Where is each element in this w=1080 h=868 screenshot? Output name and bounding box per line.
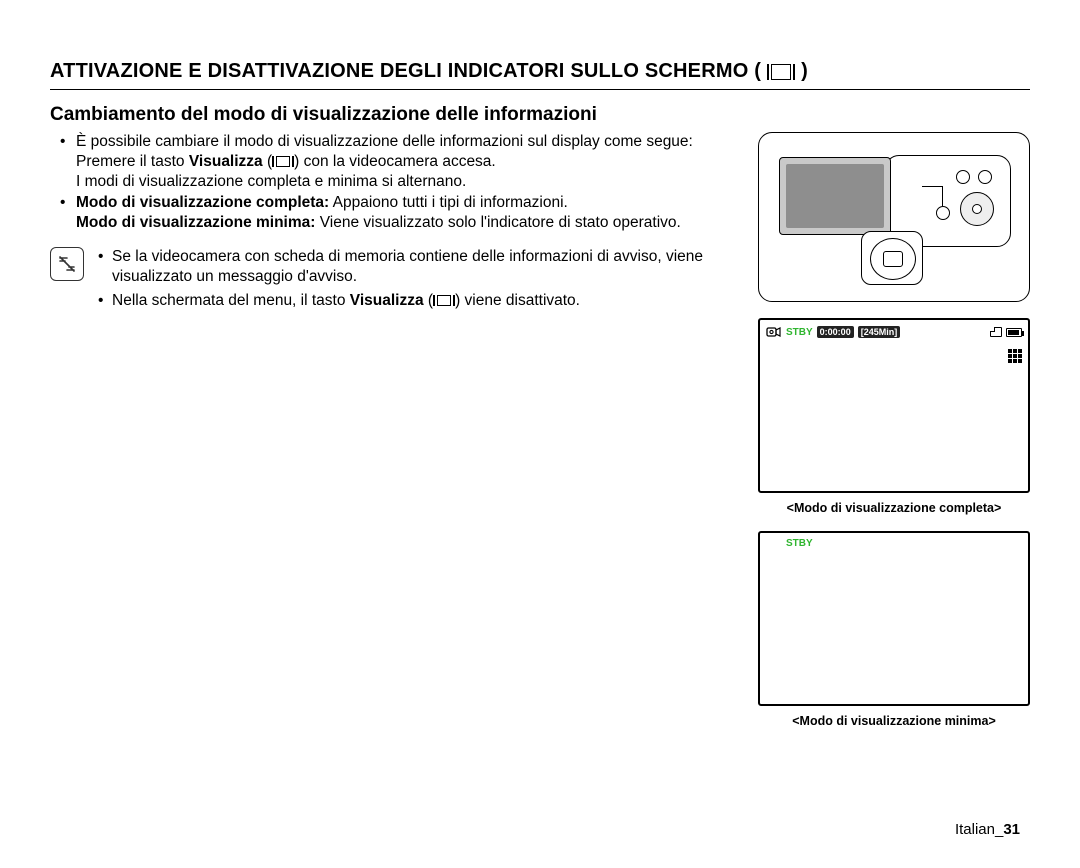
note-list: Se la videocamera con scheda di memoria … [94, 247, 740, 314]
bullet-text: È possibile cambiare il modo di visualiz… [76, 133, 693, 150]
stby-label: STBY [786, 327, 813, 338]
text-run: ) con la videocamera accesa. [294, 153, 496, 170]
text-run: Viene visualizzato solo l'indicatore di … [315, 214, 680, 231]
note-icon [50, 247, 84, 281]
text-bold: Modo di visualizzazione minima: [76, 214, 315, 231]
display-mode-icon [433, 295, 455, 306]
osd-top-row: STBY [766, 538, 1022, 549]
lcd-min-figure: STBY <Modo di visualizzazione minima> [758, 531, 1030, 728]
text-run: Premere il tasto [76, 153, 189, 170]
text-column: È possibile cambiare il modo di visualiz… [50, 132, 740, 315]
camcorder-illustration [758, 132, 1030, 302]
content-row: È possibile cambiare il modo di visualiz… [50, 132, 1030, 728]
text-run: ( [424, 292, 433, 309]
bullet-item: È possibile cambiare il modo di visualiz… [76, 132, 740, 191]
battery-icon [1006, 328, 1022, 337]
page-footer: Italian_31 [955, 821, 1020, 838]
text-bold: Visualizza [189, 153, 263, 170]
text-bold: Visualizza [350, 292, 424, 309]
text-run: Appaiono tutti i tipi di informazioni. [329, 194, 568, 211]
osd-top-row: STBY 0:00:00 [245Min] [766, 325, 1022, 339]
note-item: Nella schermata del menu, il tasto Visua… [112, 291, 740, 311]
stby-label: STBY [786, 538, 813, 549]
lcd-full: STBY 0:00:00 [245Min] [758, 318, 1030, 493]
lcd-full-caption: <Modo di visualizzazione completa> [758, 501, 1030, 515]
bullet-item: Modo di visualizzazione completa: Appaio… [76, 193, 740, 233]
display-mode-icon [767, 64, 795, 80]
osd-remain: [245Min] [858, 326, 901, 338]
text-run: ( [263, 153, 272, 170]
main-bullet-list: È possibile cambiare il modo di visualiz… [50, 132, 740, 233]
text-run: Nella schermata del menu, il tasto [112, 292, 350, 309]
text-run: ) viene disattivato. [455, 292, 580, 309]
osd-grid-icon [1008, 340, 1022, 363]
footer-page-number: 31 [1003, 821, 1020, 838]
bullet-text: I modi di visualizzazione completa e min… [76, 173, 466, 190]
title-suffix: ) [801, 60, 808, 83]
camcorder-icon [766, 325, 782, 339]
page-title: ATTIVAZIONE E DISATTIVAZIONE DEGLI INDIC… [50, 60, 1030, 90]
section-subtitle: Cambiamento del modo di visualizzazione … [50, 104, 1030, 126]
display-mode-icon [272, 156, 294, 167]
lcd-min-caption: <Modo di visualizzazione minima> [758, 714, 1030, 728]
note-item: Se la videocamera con scheda di memoria … [112, 247, 740, 287]
title-prefix: ATTIVAZIONE E DISATTIVAZIONE DEGLI INDIC… [50, 60, 761, 83]
lcd-min: STBY [758, 531, 1030, 706]
text-bold: Modo di visualizzazione completa: [76, 194, 329, 211]
bullet-text: Premere il tasto Visualizza ( ) con la vi… [76, 153, 496, 170]
footer-language: Italian_ [955, 821, 1003, 838]
figure-column: STBY 0:00:00 [245Min] <Modo di visualizz… [758, 132, 1030, 728]
manual-page: ATTIVAZIONE E DISATTIVAZIONE DEGLI INDIC… [0, 0, 1080, 868]
note-block: Se la videocamera con scheda di memoria … [50, 247, 740, 314]
osd-time: 0:00:00 [817, 326, 854, 338]
card-icon [990, 327, 1002, 337]
lcd-full-figure: STBY 0:00:00 [245Min] <Modo di visualizz… [758, 318, 1030, 515]
